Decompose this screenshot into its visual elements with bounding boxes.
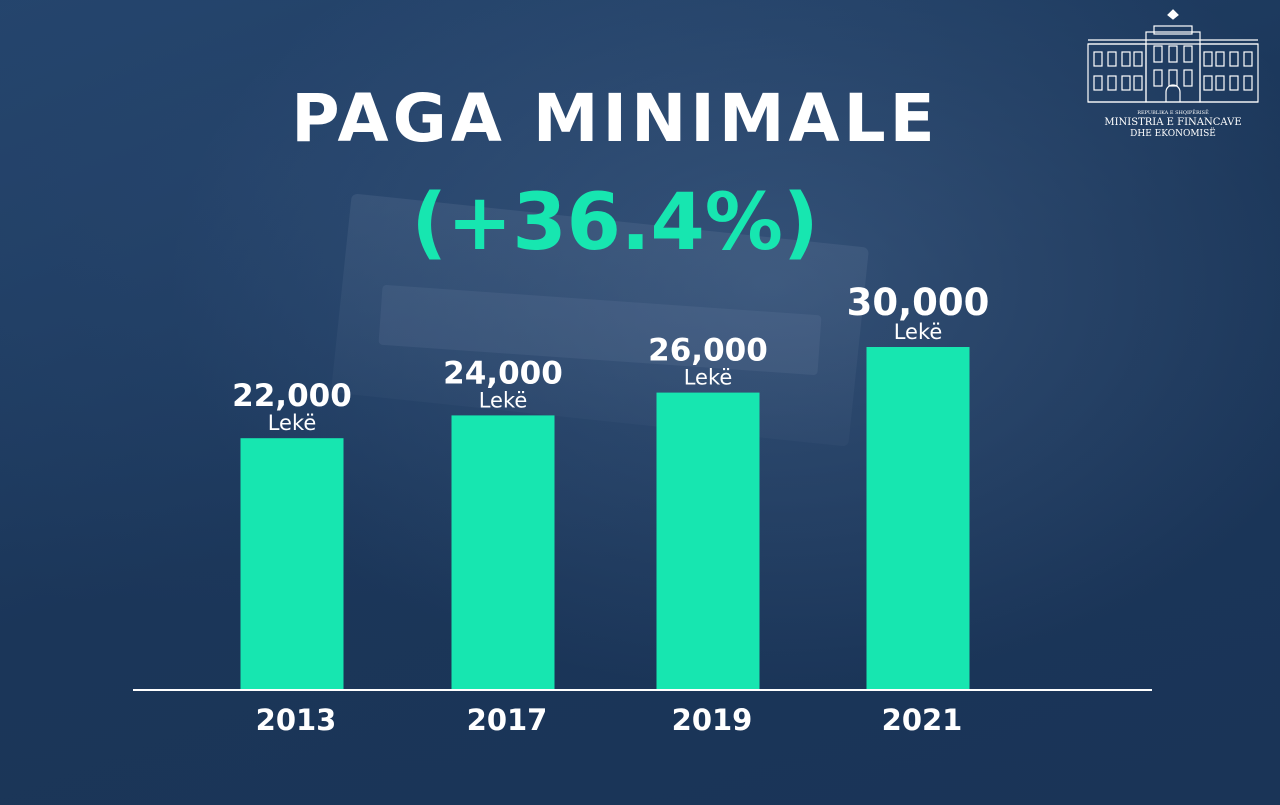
value-label-2017: 24,000 (443, 355, 563, 391)
ministry-logo: REPUBLIKA E SHQIPËRISË MINISTRIA E FINAN… (1084, 6, 1262, 142)
unit-label-2013: Lekë (268, 411, 317, 435)
unit-label-2021: Lekë (894, 320, 943, 344)
ministry-building-icon (1087, 9, 1259, 103)
category-label-2013: 2013 (256, 703, 337, 737)
chart-subtitle: (+36.4%) (411, 178, 819, 268)
bar-2017 (451, 415, 555, 689)
bar-2021 (866, 347, 970, 689)
category-label-2021: 2021 (882, 703, 963, 737)
bar-2013 (240, 438, 344, 689)
logo-line-economy: DHE EKONOMISË (1130, 129, 1216, 139)
category-label-2019: 2019 (672, 703, 753, 737)
unit-label-2017: Lekë (479, 388, 528, 412)
value-label-2021: 30,000 (847, 281, 990, 324)
chart-title: PAGA MINIMALE (291, 80, 939, 157)
category-label-2017: 2017 (467, 703, 548, 737)
bar-2019 (656, 392, 760, 689)
value-label-2013: 22,000 (232, 378, 352, 414)
logo-line-republic: REPUBLIKA E SHQIPËRISË (1137, 110, 1209, 116)
value-label-2019: 26,000 (648, 333, 768, 369)
logo-line-ministry: MINISTRIA E FINANCAVE (1104, 117, 1242, 128)
unit-label-2019: Lekë (684, 366, 733, 390)
